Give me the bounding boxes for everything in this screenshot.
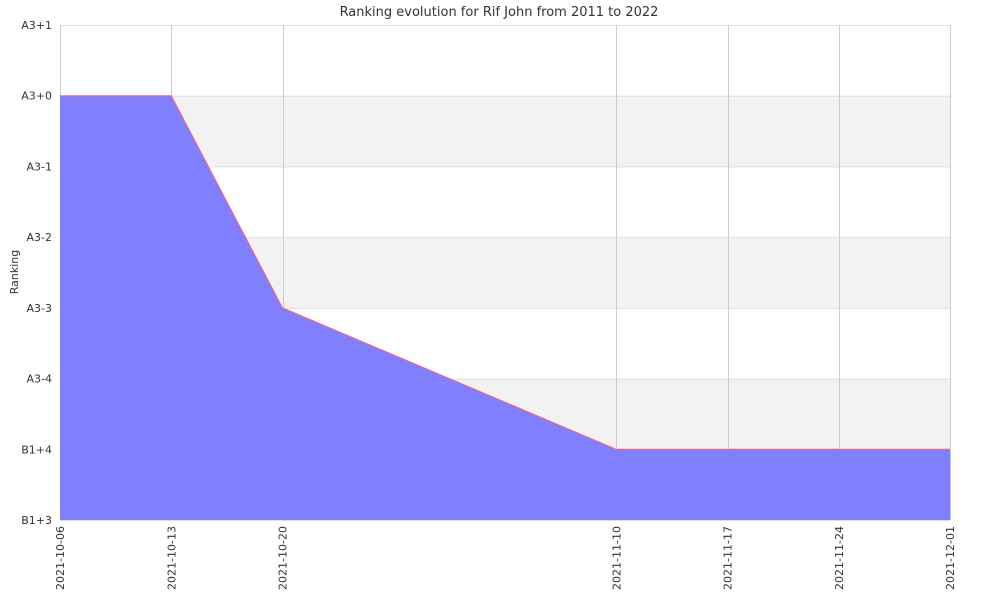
chart-title: Ranking evolution for Rif John from 2011… bbox=[340, 5, 659, 20]
x-tick-label: 2021-11-10 bbox=[610, 526, 623, 590]
x-tick-label: 2021-12-01 bbox=[944, 526, 957, 590]
x-tick-label: 2021-10-20 bbox=[277, 526, 290, 590]
series-line bbox=[60, 95, 950, 450]
series-area-fill bbox=[60, 95, 950, 520]
y-axis-label: Ranking bbox=[8, 250, 21, 295]
y-tick-label: A3+0 bbox=[21, 90, 52, 103]
y-tick-label: B1+4 bbox=[21, 443, 52, 456]
y-tick-label: B1+3 bbox=[21, 514, 52, 527]
x-tick-label: 2021-11-24 bbox=[833, 526, 846, 590]
y-tick-label: A3-2 bbox=[27, 231, 53, 244]
y-tick-label: A3-3 bbox=[27, 302, 53, 315]
x-axis-ticks: 2021-10-06 2021-10-13 2021-10-20 2021-11-10… bbox=[54, 526, 957, 590]
y-tick-label: A3-1 bbox=[27, 160, 53, 173]
y-tick-label: A3+1 bbox=[21, 19, 52, 32]
series-area bbox=[60, 95, 950, 520]
x-tick-label: 2021-10-13 bbox=[165, 526, 178, 590]
x-tick-label: 2021-10-06 bbox=[54, 526, 67, 590]
background-band bbox=[60, 95, 950, 167]
y-tick-label: A3-4 bbox=[27, 373, 53, 386]
x-tick-label: 2021-11-17 bbox=[722, 526, 735, 590]
y-axis-ticks: B1+3 B1+4 A3-4 A3-3 A3-2 A3-1 A3+0 A3+1 bbox=[21, 19, 52, 527]
